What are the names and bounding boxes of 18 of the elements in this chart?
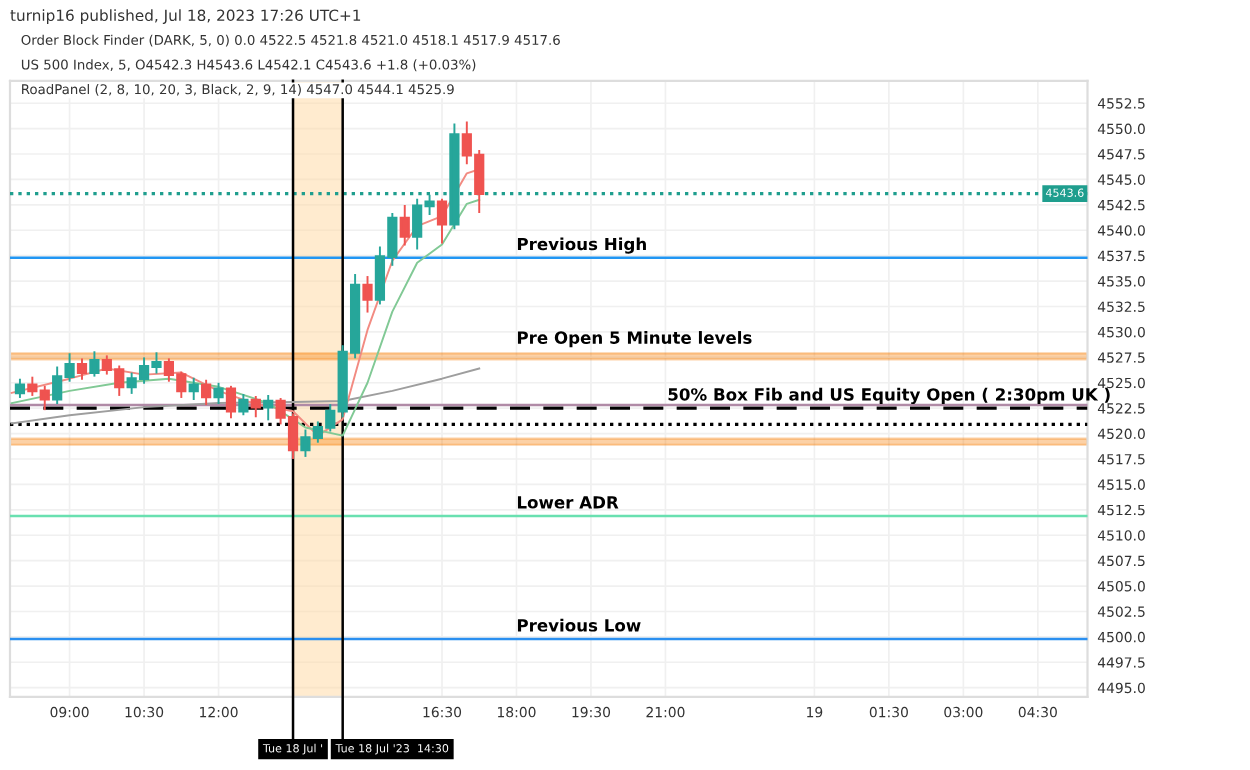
candlestick (225, 385, 237, 419)
line-series (10, 367, 481, 425)
candlestick (263, 395, 274, 421)
candlestick (250, 396, 261, 418)
candlestick (188, 377, 199, 400)
candlestick (201, 379, 212, 406)
candlestick (362, 276, 373, 313)
candlestick (76, 358, 88, 380)
ref-line-label: Previous High (517, 237, 646, 254)
ref-line-label: Previous Low (517, 618, 641, 632)
ref-line-label: Lower ADR (517, 496, 619, 509)
candlestick (213, 382, 224, 405)
candlestick (89, 351, 100, 377)
candlestick (436, 198, 448, 244)
candlestick (238, 393, 249, 416)
annotation: 50% Box Fib and US Equity Open ( 2:30pm UK ) (668, 387, 1110, 405)
band-label: Pre Open 5 Minute levels (517, 331, 752, 348)
candlestick (399, 204, 410, 246)
